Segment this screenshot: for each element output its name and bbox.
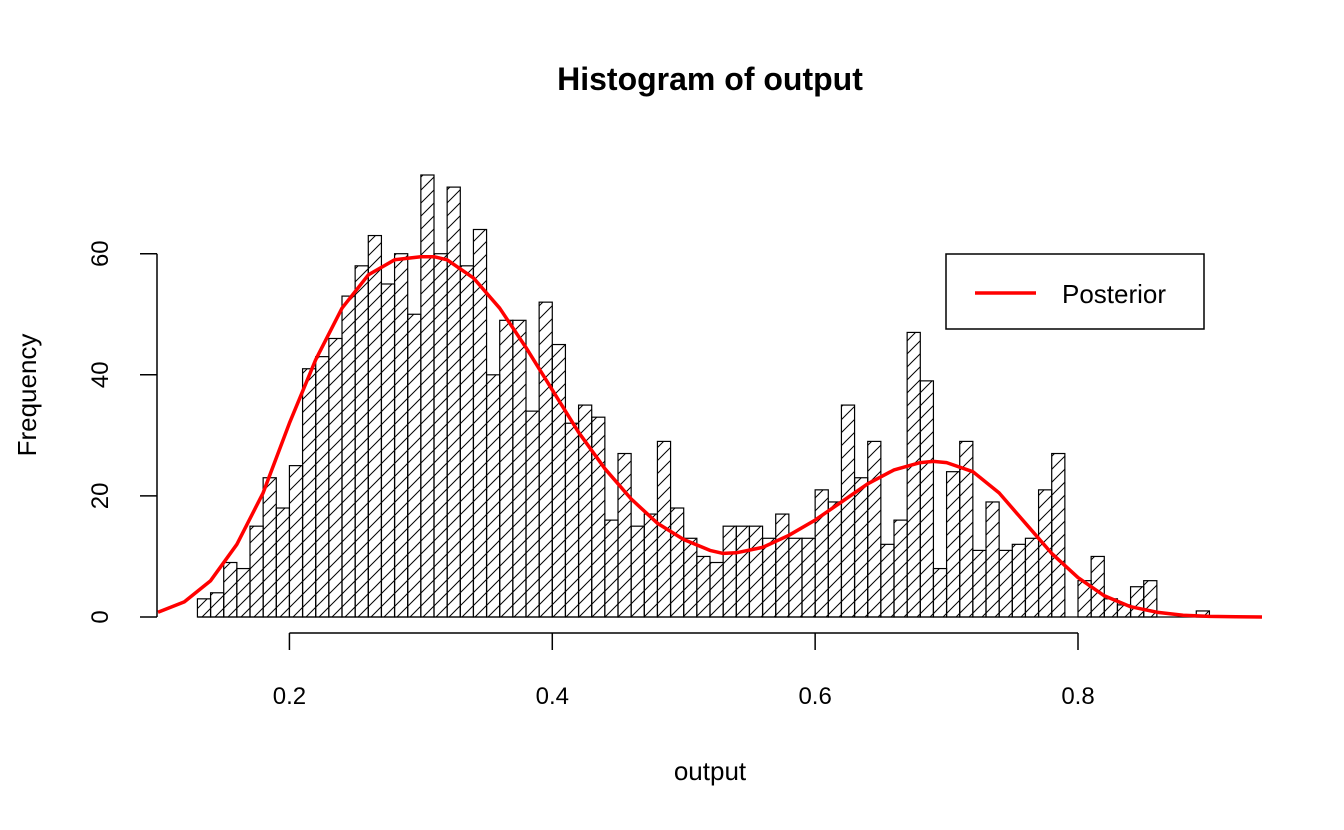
histogram-bar <box>380 283 396 618</box>
histogram-bar <box>1011 543 1027 618</box>
y-tick-label: 20 <box>87 483 114 510</box>
x-tick-label: 0.8 <box>1061 683 1094 710</box>
histogram-bar <box>853 477 869 618</box>
histogram-bar <box>722 525 737 618</box>
histogram-bar <box>617 452 632 618</box>
histogram-bar <box>604 519 619 618</box>
histogram-bar <box>512 319 527 618</box>
histogram-bar <box>538 301 553 618</box>
histogram-bar <box>867 440 882 618</box>
histogram-bar <box>236 567 251 618</box>
histogram-bar <box>301 368 317 618</box>
histogram-bar <box>433 253 448 618</box>
legend: Posterior <box>945 253 1205 330</box>
histogram-bar <box>669 507 685 618</box>
histogram-bar <box>485 374 501 618</box>
histogram-bar <box>262 477 277 618</box>
histogram-bar <box>827 501 843 618</box>
histogram-bar <box>591 416 606 618</box>
histogram-bar <box>328 337 343 618</box>
histogram-bar <box>748 525 764 618</box>
y-axis: 0 20 40 60 <box>87 240 158 624</box>
x-tick-label: 0.2 <box>273 683 306 710</box>
histogram-bar <box>696 555 711 618</box>
y-tick-label: 40 <box>87 361 114 388</box>
histogram-bar <box>945 471 961 618</box>
histogram-bar <box>814 489 829 618</box>
legend-label-posterior: Posterior <box>1062 279 1166 309</box>
histogram-bar <box>1129 586 1145 618</box>
histogram-bar <box>196 598 212 618</box>
histogram-bar <box>249 525 264 618</box>
histogram-bar <box>223 561 238 618</box>
histogram-bar <box>919 380 935 618</box>
histogram-bar <box>564 422 580 618</box>
legend-box <box>945 253 1205 330</box>
histogram-bar <box>315 356 330 618</box>
histogram-bars <box>196 174 1211 618</box>
histogram-bar <box>643 513 659 618</box>
histogram-bar <box>998 549 1013 618</box>
y-tick-label: 60 <box>87 240 114 267</box>
x-tick-label: 0.4 <box>536 683 569 710</box>
histogram-bar <box>551 343 567 618</box>
histogram-bar <box>354 265 369 618</box>
histogram-bar <box>880 543 895 618</box>
histogram-bar <box>420 174 435 618</box>
histogram-bar <box>446 186 461 618</box>
histogram-bar <box>801 537 816 618</box>
histogram-bar <box>972 549 987 618</box>
posterior-curve-group <box>157 254 1263 619</box>
chart-title: Histogram of output <box>557 61 863 97</box>
histogram-bar <box>288 465 304 618</box>
histogram-bar <box>893 519 908 618</box>
histogram-bar <box>775 513 790 618</box>
histogram-bar <box>735 525 751 618</box>
x-axis: 0.2 0.4 0.6 0.8 <box>273 632 1095 710</box>
histogram-bar <box>788 537 803 618</box>
histogram-bar <box>367 234 383 618</box>
histogram-bar <box>840 404 856 618</box>
histogram-bar <box>275 507 291 618</box>
posterior-curve <box>157 254 1263 619</box>
histogram-bar <box>709 561 724 618</box>
histogram-bar <box>209 592 225 618</box>
histogram-bar <box>499 319 514 618</box>
y-axis-label: Frequency <box>12 334 42 457</box>
histogram-bar <box>906 331 921 618</box>
histogram-bar <box>683 537 698 618</box>
histogram-bar <box>1051 452 1066 618</box>
histogram-bar <box>393 253 409 618</box>
histogram-bar <box>630 525 645 618</box>
histogram-bar <box>761 537 777 618</box>
histogram-bar <box>341 295 356 618</box>
histogram-bar <box>1024 537 1040 618</box>
histogram-bar <box>407 313 422 618</box>
y-tick-label: 0 <box>87 610 114 623</box>
x-tick-label: 0.6 <box>798 683 831 710</box>
histogram-bar <box>459 265 475 618</box>
histogram-bar <box>525 410 540 618</box>
histogram-bar <box>932 567 948 618</box>
histogram-bar <box>985 501 1000 618</box>
x-axis-label: output <box>674 756 747 786</box>
